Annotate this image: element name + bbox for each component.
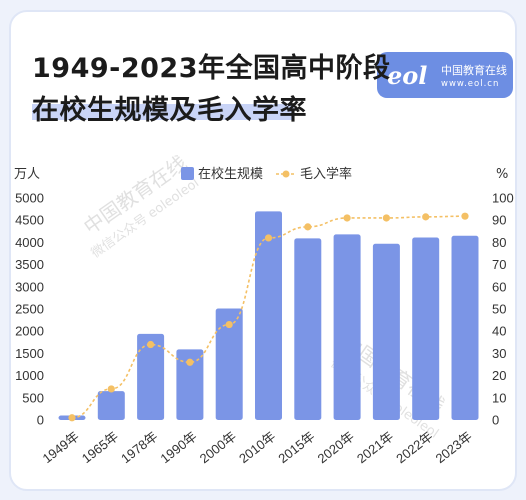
bar-2021年 bbox=[372, 243, 400, 420]
bar-series bbox=[58, 211, 479, 420]
y-right-tick-label: 60 bbox=[492, 279, 506, 294]
rate-point-1978年 bbox=[147, 340, 155, 349]
rate-point-1990年 bbox=[186, 358, 194, 366]
y-right-tick-label: 50 bbox=[492, 302, 506, 317]
bar-1990年 bbox=[176, 349, 204, 420]
y-axis-left-unit: 万人 bbox=[14, 167, 40, 182]
y-left-tick-label: 5000 bbox=[15, 191, 44, 206]
line-series bbox=[68, 212, 469, 422]
rate-point-1949年 bbox=[68, 414, 76, 422]
bar-2000年 bbox=[215, 308, 243, 420]
y-left-tick-label: 3000 bbox=[15, 279, 44, 294]
logo-badge: eol 中国教育在线 www.eol.cn bbox=[377, 52, 513, 98]
title-highlight bbox=[32, 104, 294, 120]
legend-bar-label: 在校生规模 bbox=[198, 166, 263, 182]
y-left-tick-label: 2000 bbox=[15, 324, 44, 339]
y-right-tick-label: 100 bbox=[492, 191, 514, 206]
x-tick-label: 2020年 bbox=[315, 429, 357, 467]
legend-bar-swatch bbox=[181, 167, 194, 180]
x-tick-label: 2021年 bbox=[354, 429, 396, 467]
x-tick-label: 1965年 bbox=[79, 429, 121, 467]
bar-1965年 bbox=[97, 391, 125, 420]
bar-2020年 bbox=[333, 234, 361, 420]
title-line-2: 在校生规模及毛入学率 bbox=[32, 95, 307, 126]
y-right-tick-label: 30 bbox=[492, 346, 506, 361]
x-tick-label: 1990年 bbox=[157, 429, 199, 467]
logo-name: 中国教育在线 bbox=[441, 64, 507, 77]
rate-point-2000年 bbox=[225, 320, 233, 329]
legend: 在校生规模 毛入学率 bbox=[181, 166, 352, 182]
bar-2015年 bbox=[294, 238, 322, 420]
y-left-tick-label: 3500 bbox=[15, 257, 44, 272]
y-axis-right-unit: % bbox=[496, 167, 508, 182]
y-left-tick-label: 4500 bbox=[15, 213, 44, 228]
rate-point-2010年 bbox=[264, 234, 273, 242]
rate-line-path bbox=[71, 215, 466, 419]
x-tick-label: 2023年 bbox=[433, 429, 475, 467]
logo-url: www.eol.cn bbox=[441, 79, 500, 89]
rate-point-2023年 bbox=[461, 212, 469, 220]
y-right-tick-label: 20 bbox=[492, 368, 506, 383]
y-right-tick-label: 80 bbox=[492, 235, 506, 250]
x-tick-label: 1978年 bbox=[118, 429, 160, 467]
y-right-tick-label: 10 bbox=[492, 390, 506, 405]
x-tick-label: 2015年 bbox=[275, 429, 317, 467]
y-left-tick-label: 1000 bbox=[15, 368, 44, 383]
y-right-tick-label: 40 bbox=[492, 324, 506, 339]
bar-1978年 bbox=[137, 333, 165, 420]
y-left-tick-label: 500 bbox=[22, 390, 44, 405]
y-axis-right-ticks: 0 10 20 30 40 50 60 70 80 90 100 bbox=[492, 191, 514, 428]
rate-point-2022年 bbox=[422, 213, 430, 221]
x-axis-ticks: 1949年1965年1978年1990年2000年2010年2015年2020年… bbox=[40, 429, 475, 467]
x-tick-label: 2000年 bbox=[197, 429, 239, 467]
rate-point-1965年 bbox=[107, 385, 115, 393]
title-line-1: 1949-2023年全国高中阶段 bbox=[32, 53, 391, 84]
y-right-tick-label: 90 bbox=[492, 213, 506, 228]
x-tick-label: 2010年 bbox=[236, 429, 278, 467]
y-axis-left-ticks: 0 500 1000 1500 2000 2500 3000 3500 4000 4500 5000 bbox=[15, 191, 44, 428]
bar-2010年 bbox=[255, 211, 282, 420]
rate-point-2015年 bbox=[304, 223, 312, 231]
legend-line-marker bbox=[282, 170, 290, 178]
y-right-tick-label: 0 bbox=[492, 413, 499, 428]
y-left-tick-label: 1500 bbox=[15, 346, 44, 361]
bar-2022年 bbox=[412, 237, 440, 420]
rate-point-2021年 bbox=[382, 214, 390, 222]
y-right-tick-label: 70 bbox=[492, 257, 506, 272]
legend-line-label: 毛入学率 bbox=[300, 166, 352, 182]
y-left-tick-label: 0 bbox=[37, 413, 44, 428]
x-tick-label: 1949年 bbox=[40, 429, 82, 467]
bar-2023年 bbox=[451, 235, 479, 420]
y-left-tick-label: 4000 bbox=[15, 235, 44, 250]
y-left-tick-label: 2500 bbox=[15, 302, 44, 317]
x-tick-label: 2022年 bbox=[393, 429, 435, 467]
rate-point-2020年 bbox=[343, 214, 351, 222]
eol-logo-mark: eol bbox=[387, 61, 428, 90]
